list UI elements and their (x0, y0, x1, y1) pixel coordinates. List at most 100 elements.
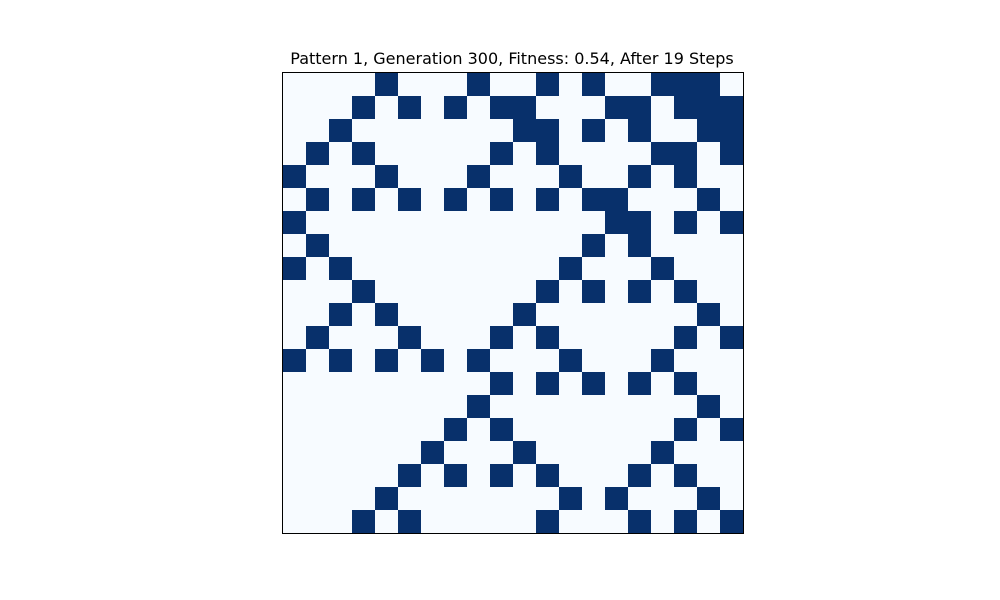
heatmap-cell (697, 119, 721, 143)
heatmap-cell (582, 372, 606, 396)
heatmap-cell (329, 73, 353, 97)
heatmap-cell (306, 257, 330, 281)
heatmap-cell (651, 487, 675, 511)
heatmap-cell (513, 464, 537, 488)
heatmap-cell (582, 441, 606, 465)
heatmap-cell (605, 96, 629, 120)
heatmap-cell (283, 303, 307, 327)
heatmap-cell (651, 96, 675, 120)
heatmap-cell (536, 165, 560, 189)
heatmap-cell (720, 303, 744, 327)
heatmap-cell (306, 418, 330, 442)
heatmap-cell (720, 234, 744, 258)
heatmap-cell (559, 119, 583, 143)
heatmap-cell (720, 487, 744, 511)
heatmap-cell (306, 96, 330, 120)
heatmap-cell (352, 418, 376, 442)
heatmap-cell (329, 188, 353, 212)
heatmap-cell (559, 280, 583, 304)
heatmap-cell (628, 349, 652, 373)
heatmap-cell (720, 441, 744, 465)
heatmap-cell (582, 349, 606, 373)
heatmap-cell (329, 257, 353, 281)
heatmap-cell (444, 234, 468, 258)
heatmap-cell (467, 303, 491, 327)
heatmap-cell (283, 395, 307, 419)
heatmap-cell (697, 372, 721, 396)
heatmap-cell (628, 142, 652, 166)
heatmap-cell (398, 188, 422, 212)
heatmap-cell (513, 303, 537, 327)
heatmap-cell (375, 165, 399, 189)
heatmap-cell (283, 142, 307, 166)
heatmap-cell (513, 257, 537, 281)
heatmap-cell (559, 303, 583, 327)
heatmap-cell (605, 487, 629, 511)
heatmap-cell (490, 395, 514, 419)
heatmap-cell (697, 464, 721, 488)
heatmap-cell (605, 303, 629, 327)
heatmap-cell (444, 326, 468, 350)
heatmap-cell (352, 280, 376, 304)
heatmap-cell (605, 73, 629, 97)
heatmap-cell (605, 211, 629, 235)
heatmap-cell (490, 487, 514, 511)
heatmap-cell (352, 395, 376, 419)
heatmap-cell (306, 165, 330, 189)
heatmap-cell (306, 326, 330, 350)
heatmap-cell (582, 119, 606, 143)
heatmap-cell (513, 234, 537, 258)
heatmap-cell (628, 395, 652, 419)
heatmap-cell (467, 418, 491, 442)
heatmap-cell (582, 487, 606, 511)
heatmap-cell (329, 464, 353, 488)
heatmap-cell (628, 165, 652, 189)
heatmap-cell (720, 119, 744, 143)
heatmap-cell (559, 73, 583, 97)
heatmap-cell (605, 372, 629, 396)
heatmap-cell (628, 510, 652, 534)
heatmap-cell (536, 257, 560, 281)
heatmap-cell (375, 349, 399, 373)
heatmap-cell (697, 165, 721, 189)
heatmap-cell (375, 441, 399, 465)
heatmap-cell (697, 510, 721, 534)
heatmap-cell (398, 464, 422, 488)
heatmap-cell (444, 73, 468, 97)
heatmap-cell (651, 73, 675, 97)
heatmap-cell (467, 395, 491, 419)
heatmap-cell (398, 372, 422, 396)
heatmap-cell (421, 73, 445, 97)
heatmap-cell (398, 119, 422, 143)
heatmap-cell (444, 349, 468, 373)
heatmap-cell (329, 303, 353, 327)
heatmap-cell (352, 165, 376, 189)
heatmap-cell (605, 119, 629, 143)
heatmap-cell (536, 395, 560, 419)
heatmap-cell (352, 510, 376, 534)
heatmap-cell (536, 464, 560, 488)
heatmap-cell (674, 280, 698, 304)
heatmap-cell (283, 487, 307, 511)
heatmap-cell (283, 280, 307, 304)
heatmap-cell (674, 349, 698, 373)
heatmap-cell (582, 395, 606, 419)
heatmap-cell (490, 257, 514, 281)
heatmap-cell (651, 211, 675, 235)
heatmap-cell (467, 280, 491, 304)
heatmap-cell (352, 464, 376, 488)
heatmap-cell (352, 257, 376, 281)
heatmap-cells (283, 73, 744, 534)
heatmap-cell (536, 119, 560, 143)
heatmap-cell (628, 303, 652, 327)
heatmap-cell (444, 211, 468, 235)
heatmap-cell (283, 211, 307, 235)
heatmap-cell (352, 326, 376, 350)
heatmap-cell (329, 326, 353, 350)
heatmap-cell (628, 464, 652, 488)
heatmap-cell (559, 464, 583, 488)
heatmap-cell (283, 73, 307, 97)
heatmap-cell (674, 487, 698, 511)
heatmap-cell (720, 372, 744, 396)
heatmap-cell (513, 188, 537, 212)
